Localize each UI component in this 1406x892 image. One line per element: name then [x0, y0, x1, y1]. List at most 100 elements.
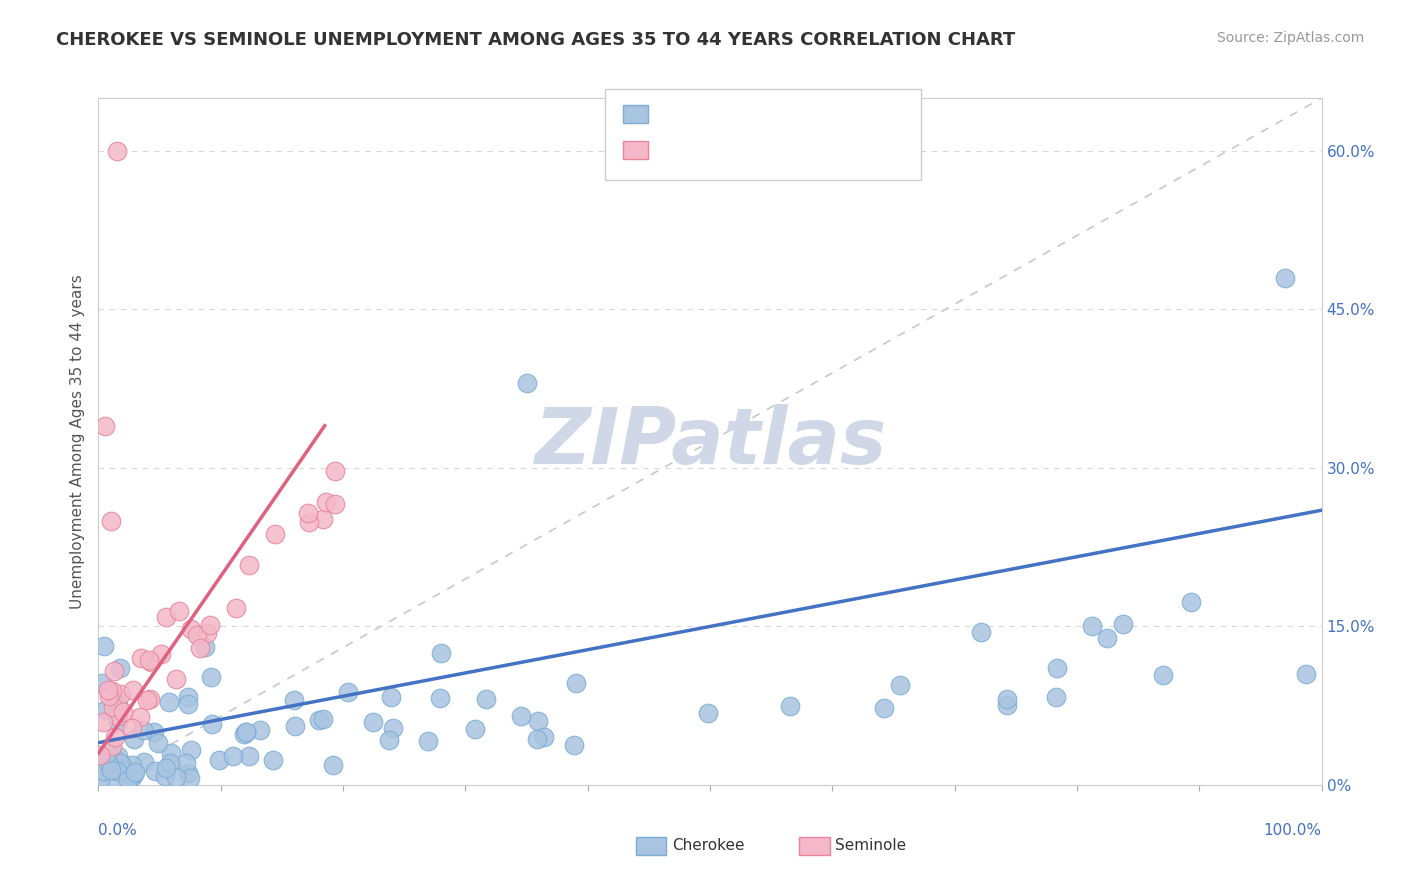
Point — [222, 749, 245, 764]
Point — [284, 719, 307, 733]
Point — [104, 694, 127, 708]
Point — [94, 703, 117, 717]
Point — [238, 749, 260, 764]
Text: 100.0%: 100.0% — [1264, 822, 1322, 838]
Point — [103, 700, 125, 714]
Point — [970, 624, 993, 639]
Text: R = 0.320   N = 90: R = 0.320 N = 90 — [657, 105, 814, 123]
Point — [96, 746, 118, 760]
Point — [139, 656, 162, 670]
Point — [121, 758, 143, 772]
Point — [297, 506, 319, 520]
Point — [208, 753, 231, 767]
Point — [121, 770, 143, 784]
Point — [418, 734, 440, 748]
Point — [526, 731, 548, 746]
Point — [283, 693, 305, 707]
Point — [1045, 690, 1067, 705]
Point — [129, 650, 152, 665]
Point — [1180, 595, 1202, 609]
Point — [89, 747, 111, 762]
Point — [315, 495, 337, 509]
Point — [533, 730, 555, 744]
Point — [157, 695, 180, 709]
Point — [262, 753, 284, 767]
Point — [143, 764, 166, 779]
Point — [101, 683, 124, 698]
Point — [997, 692, 1019, 706]
Point — [134, 756, 156, 770]
Point — [200, 669, 222, 683]
Point — [697, 706, 720, 720]
Point — [526, 714, 548, 728]
Point — [235, 725, 257, 739]
Point — [430, 647, 453, 661]
Text: Cherokee: Cherokee — [672, 838, 745, 853]
Point — [186, 628, 208, 642]
Point — [124, 764, 146, 779]
Point — [323, 497, 346, 511]
Point — [136, 693, 159, 707]
Point — [201, 716, 224, 731]
Point — [322, 758, 344, 772]
Point — [101, 749, 124, 764]
Point — [122, 732, 145, 747]
Point — [150, 647, 173, 661]
Point — [165, 672, 187, 686]
Point — [111, 757, 134, 772]
Point — [121, 721, 143, 735]
Point — [142, 725, 165, 739]
Point — [382, 721, 405, 735]
Point — [378, 733, 401, 747]
Point — [312, 512, 335, 526]
Point — [155, 761, 177, 775]
Point — [155, 769, 177, 783]
Point — [121, 683, 143, 698]
Point — [107, 714, 129, 729]
Point — [93, 418, 115, 433]
Point — [110, 688, 132, 702]
Point — [510, 709, 533, 723]
Point — [176, 697, 198, 711]
Point — [146, 736, 169, 750]
Point — [1081, 619, 1104, 633]
Point — [233, 727, 256, 741]
Point — [180, 623, 202, 637]
Point — [174, 756, 197, 770]
Point — [91, 714, 114, 729]
Point — [429, 691, 451, 706]
Point — [361, 714, 384, 729]
Text: ZIPatlas: ZIPatlas — [534, 403, 886, 480]
Point — [138, 653, 160, 667]
Point — [475, 691, 498, 706]
Text: 0.0%: 0.0% — [98, 822, 138, 838]
Point — [100, 514, 122, 528]
Point — [103, 730, 125, 744]
Text: Source: ZipAtlas.com: Source: ZipAtlas.com — [1216, 31, 1364, 45]
Point — [180, 743, 202, 757]
Point — [298, 515, 321, 529]
Point — [995, 698, 1018, 712]
Point — [1095, 631, 1118, 645]
Point — [122, 766, 145, 780]
Point — [103, 664, 125, 678]
Point — [128, 710, 150, 724]
Point — [89, 772, 111, 787]
Point — [889, 678, 911, 692]
Point — [1046, 661, 1069, 675]
Point — [188, 641, 211, 656]
Point — [177, 766, 200, 780]
Point — [249, 723, 271, 737]
Point — [160, 746, 183, 760]
Point — [97, 683, 120, 698]
Point — [1152, 668, 1174, 682]
Point — [194, 640, 217, 654]
Point — [107, 749, 129, 764]
Point — [380, 690, 402, 705]
Point — [90, 676, 112, 690]
Point — [97, 756, 120, 770]
Point — [312, 712, 335, 726]
Point — [565, 675, 588, 690]
Point — [100, 739, 122, 753]
Point — [562, 738, 585, 752]
